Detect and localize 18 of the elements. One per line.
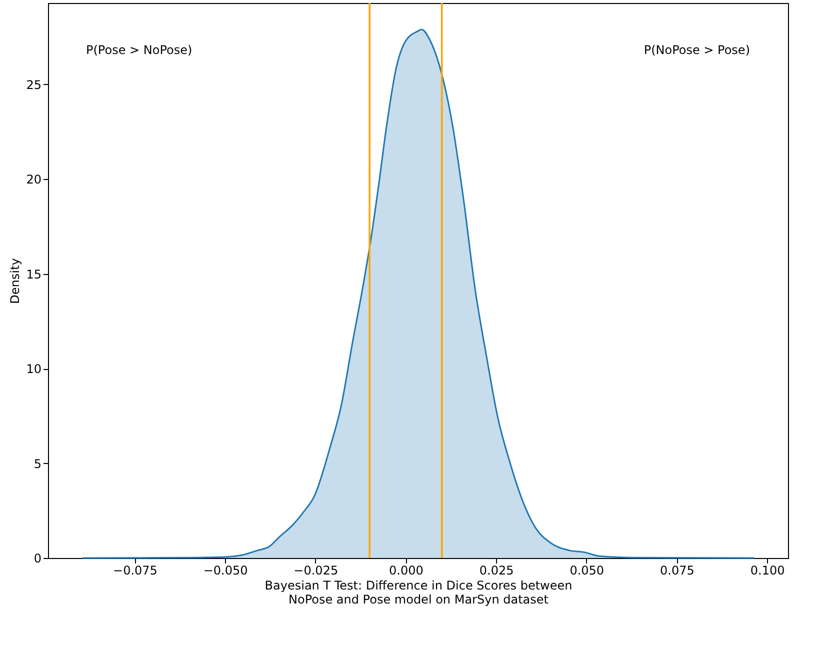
x-tick-label: −0.075 <box>113 564 158 578</box>
y-tick-label: 0 <box>34 552 42 566</box>
y-tick-label: 20 <box>26 172 42 187</box>
x-tick-label: 0.075 <box>660 564 694 578</box>
x-tick-label: 0.025 <box>479 564 514 578</box>
annotation: P(Pose > NoPose) <box>86 43 192 57</box>
x-tick-label: −0.025 <box>294 564 338 578</box>
x-tick-label: 0.100 <box>750 564 785 578</box>
y-tick-label: 25 <box>26 78 42 92</box>
x-tick-label: 0.000 <box>389 564 424 578</box>
annotation: P(NoPose > Pose) <box>644 43 750 57</box>
x-axis-title: Bayesian T Test: Difference in Dice Scores between NoPose and Pose model on MarSyn dataset <box>264 578 572 606</box>
y-tick-label: 5 <box>34 456 42 471</box>
x-tick-label: −0.050 <box>203 564 248 578</box>
y-tick-label: 15 <box>26 267 42 282</box>
y-tick-label: 10 <box>26 362 42 376</box>
x-tick-label: 0.050 <box>570 564 604 578</box>
y-axis-title: Density <box>8 258 22 304</box>
